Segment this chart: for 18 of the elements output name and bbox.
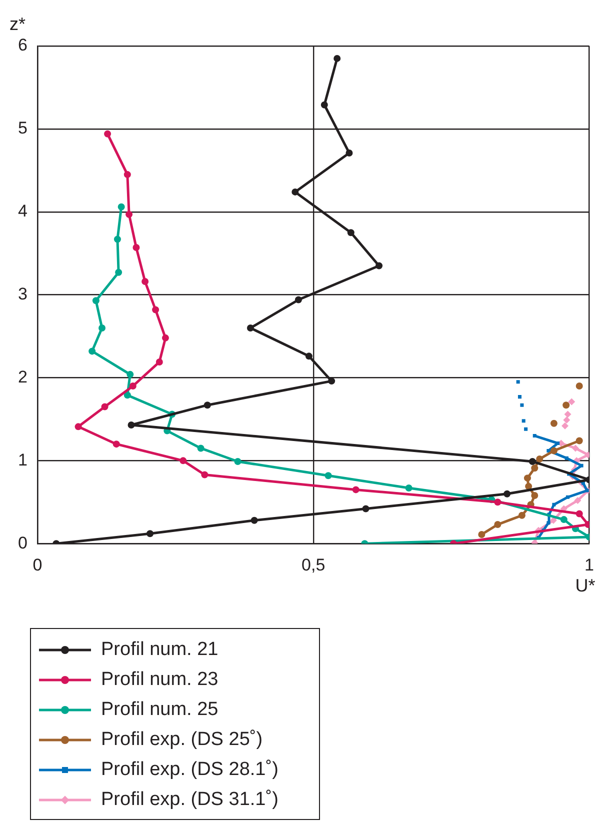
y-tick-label: 5 [18,118,28,138]
legend-label: Profil exp. (DS 28.1˚) [101,759,278,781]
legend-label: Profil num. 21 [101,639,218,661]
y-tick-label: 2 [18,367,28,386]
y-tick-label: 3 [18,284,28,304]
y-tick-label: 0 [18,533,28,552]
y-tick-label: 4 [18,202,28,221]
y-tick-label: 6 [18,36,28,55]
legend-label: Profil exp. (DS 31.1˚) [101,789,278,811]
x-tick-label: 1 [584,555,594,574]
legend-label: Profil exp. (DS 25˚) [101,729,263,751]
legend-label: Profil num. 25 [101,699,218,721]
y-axis-title: z* [9,14,26,34]
x-tick-label: 0,5 [302,555,326,574]
x-tick-label: 0 [32,555,42,574]
legend-label: Profil num. 23 [101,669,218,691]
x-axis-title: U* [575,576,596,596]
y-tick-label: 1 [18,450,28,470]
